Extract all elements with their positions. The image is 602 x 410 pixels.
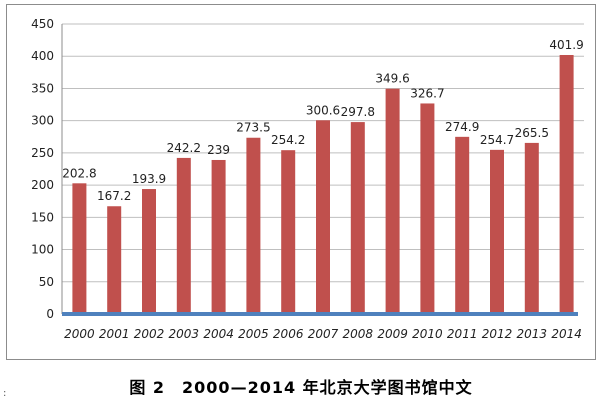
data-label: 297.8 bbox=[341, 105, 375, 119]
data-label: 167.2 bbox=[97, 189, 131, 203]
data-label: 349.6 bbox=[375, 72, 409, 86]
margin-mark: : bbox=[3, 388, 7, 399]
data-label: 239 bbox=[207, 143, 230, 157]
x-tick-label: 2007 bbox=[308, 327, 339, 341]
bar bbox=[281, 150, 296, 314]
data-label: 254.7 bbox=[480, 133, 514, 147]
y-tick-label: 200 bbox=[31, 178, 54, 192]
y-tick-label: 100 bbox=[31, 243, 54, 257]
y-tick-label: 250 bbox=[31, 146, 54, 160]
x-tick-label: 2002 bbox=[134, 327, 165, 341]
x-axis: 2000 2001 2002 2003 2004 2005 2006 2007 2008 2009… bbox=[62, 312, 582, 341]
y-axis: 0 50 100 150 200 250 300 350 400 450 bbox=[31, 17, 63, 321]
figure-caption: 图 2 2000—2014 年北京大学图书馆中文 bbox=[129, 378, 473, 397]
bar bbox=[316, 120, 330, 314]
bar bbox=[211, 159, 226, 314]
y-tick-label: 300 bbox=[31, 114, 54, 128]
y-tick-label: 0 bbox=[46, 307, 54, 321]
x-tick-label: 2013 bbox=[517, 327, 548, 341]
y-tick-label: 450 bbox=[31, 17, 54, 31]
bar-chart: 0 50 100 150 200 250 300 350 400 450 202.8167.219… bbox=[31, 17, 584, 341]
x-tick-label: 2010 bbox=[412, 327, 443, 341]
bar bbox=[524, 142, 539, 314]
bar bbox=[107, 206, 122, 314]
x-tick-label: 2008 bbox=[343, 327, 374, 341]
bar bbox=[246, 137, 261, 314]
x-tick-label: 2004 bbox=[203, 327, 234, 341]
data-label: 326.7 bbox=[410, 86, 444, 100]
bar bbox=[559, 54, 574, 315]
x-tick-label: 2006 bbox=[273, 327, 304, 341]
bars bbox=[72, 54, 574, 315]
bar bbox=[142, 189, 156, 314]
data-label: 254.2 bbox=[271, 133, 305, 147]
bar bbox=[420, 103, 435, 315]
x-tick-label: 2003 bbox=[169, 327, 200, 341]
data-label: 274.9 bbox=[445, 120, 479, 134]
x-tick-label: 2001 bbox=[99, 327, 130, 341]
data-label: 265.5 bbox=[515, 126, 549, 140]
bar bbox=[350, 122, 365, 314]
x-tick-label: 2012 bbox=[482, 327, 513, 341]
y-tick-label: 150 bbox=[31, 210, 54, 224]
data-label: 193.9 bbox=[132, 172, 166, 186]
bar bbox=[176, 157, 191, 314]
data-label: 202.8 bbox=[62, 166, 96, 180]
bar bbox=[455, 136, 470, 314]
x-tick-label: 2009 bbox=[377, 327, 408, 341]
y-tick-label: 400 bbox=[31, 49, 54, 63]
y-tick-label: 350 bbox=[31, 81, 54, 95]
data-label: 401.9 bbox=[549, 38, 583, 52]
x-tick-label: 2000 bbox=[64, 327, 95, 341]
bar bbox=[385, 88, 400, 314]
data-label: 300.6 bbox=[306, 103, 340, 117]
bar bbox=[490, 149, 504, 314]
y-tick-label: 50 bbox=[39, 275, 54, 289]
x-tick-label: 2005 bbox=[238, 327, 269, 341]
data-label: 273.5 bbox=[236, 121, 270, 135]
bar bbox=[72, 183, 87, 314]
x-tick-label: 2011 bbox=[447, 327, 478, 341]
data-label: 242.2 bbox=[167, 141, 201, 155]
x-tick-label: 2014 bbox=[551, 327, 582, 341]
